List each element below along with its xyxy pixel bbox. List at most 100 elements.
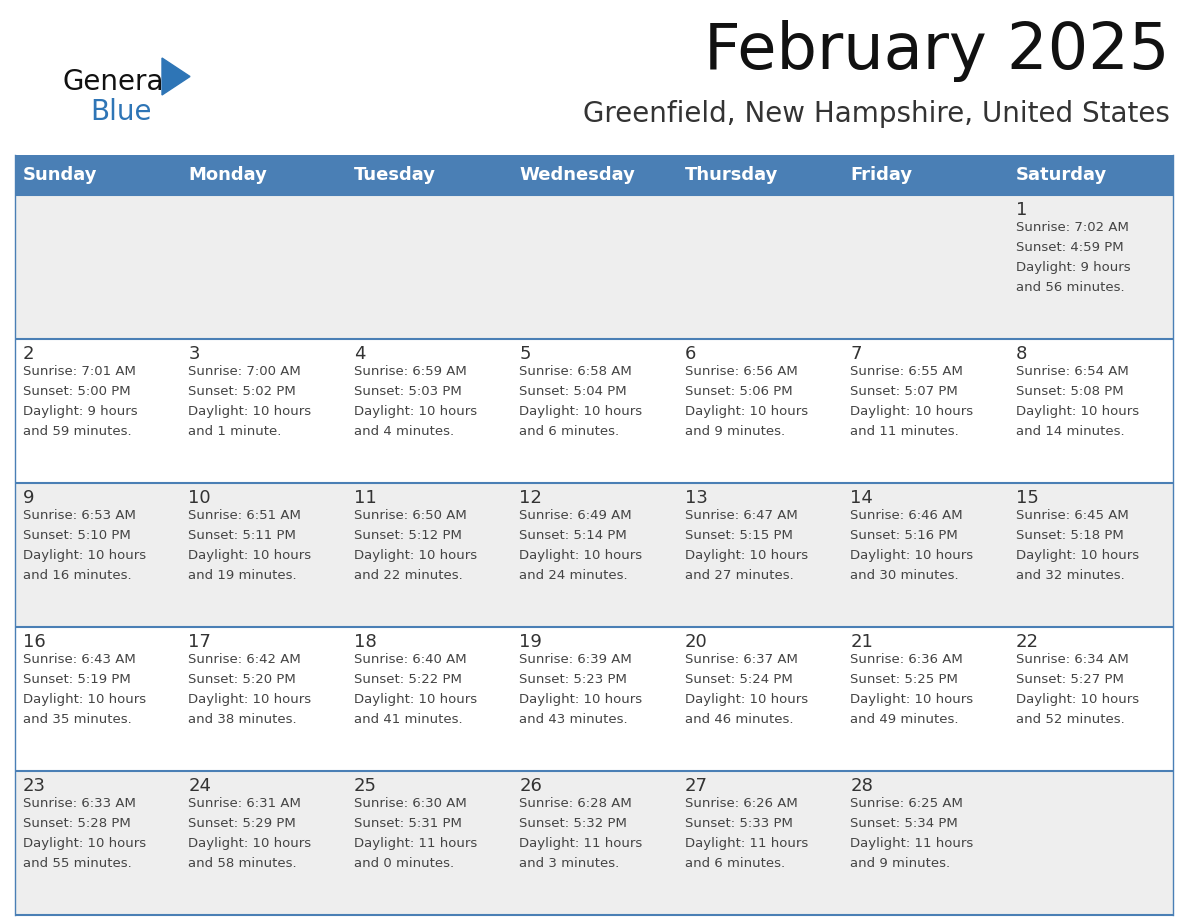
Bar [15,627,181,771]
Bar [1007,339,1173,483]
Text: 4: 4 [354,345,366,363]
Bar [181,155,346,195]
Bar [1007,627,1173,771]
Text: and 52 minutes.: and 52 minutes. [1016,713,1124,726]
Text: Daylight: 10 hours: Daylight: 10 hours [1016,549,1138,562]
Bar [181,627,346,771]
Bar [15,771,181,915]
Text: and 16 minutes.: and 16 minutes. [23,569,132,582]
Text: Sunset: 5:31 PM: Sunset: 5:31 PM [354,817,462,830]
Text: 2: 2 [23,345,34,363]
Text: and 27 minutes.: and 27 minutes. [684,569,794,582]
Text: and 14 minutes.: and 14 minutes. [1016,425,1124,438]
Bar [677,771,842,915]
Text: Daylight: 10 hours: Daylight: 10 hours [189,693,311,706]
Text: and 30 minutes.: and 30 minutes. [851,569,959,582]
Text: 12: 12 [519,489,542,507]
Text: 18: 18 [354,633,377,651]
Bar [677,339,842,483]
Text: 21: 21 [851,633,873,651]
Text: Sunset: 5:00 PM: Sunset: 5:00 PM [23,385,131,398]
Text: Sunset: 5:25 PM: Sunset: 5:25 PM [851,673,958,686]
Text: 23: 23 [23,777,46,795]
Text: Greenfield, New Hampshire, United States: Greenfield, New Hampshire, United States [583,100,1170,128]
Text: and 11 minutes.: and 11 minutes. [851,425,959,438]
Bar [842,483,1007,627]
Text: 13: 13 [684,489,708,507]
Text: Daylight: 10 hours: Daylight: 10 hours [684,693,808,706]
Text: 24: 24 [189,777,211,795]
Bar [346,155,511,195]
Text: 26: 26 [519,777,542,795]
Bar [1007,155,1173,195]
Text: and 24 minutes.: and 24 minutes. [519,569,628,582]
Text: 11: 11 [354,489,377,507]
Text: Sunset: 5:12 PM: Sunset: 5:12 PM [354,529,462,542]
Text: and 43 minutes.: and 43 minutes. [519,713,628,726]
Text: Sunset: 5:18 PM: Sunset: 5:18 PM [1016,529,1124,542]
Text: and 1 minute.: and 1 minute. [189,425,282,438]
Text: Sunrise: 7:00 AM: Sunrise: 7:00 AM [189,365,302,378]
Bar [181,771,346,915]
Text: and 58 minutes.: and 58 minutes. [189,857,297,870]
Bar [1007,771,1173,915]
Text: Sunrise: 6:55 AM: Sunrise: 6:55 AM [851,365,963,378]
Text: Sunrise: 6:54 AM: Sunrise: 6:54 AM [1016,365,1129,378]
Text: Sunset: 5:23 PM: Sunset: 5:23 PM [519,673,627,686]
Text: 10: 10 [189,489,211,507]
Text: Sunrise: 6:53 AM: Sunrise: 6:53 AM [23,509,135,522]
Bar [181,339,346,483]
Bar [346,627,511,771]
Text: Daylight: 11 hours: Daylight: 11 hours [519,837,643,850]
Bar [346,195,511,339]
Text: Daylight: 11 hours: Daylight: 11 hours [354,837,478,850]
Text: and 32 minutes.: and 32 minutes. [1016,569,1124,582]
Text: 16: 16 [23,633,46,651]
Text: and 55 minutes.: and 55 minutes. [23,857,132,870]
Bar [842,771,1007,915]
Text: Daylight: 10 hours: Daylight: 10 hours [23,549,146,562]
Text: Monday: Monday [189,166,267,184]
Text: and 9 minutes.: and 9 minutes. [851,857,950,870]
Bar [511,339,677,483]
Bar [181,195,346,339]
Text: Daylight: 11 hours: Daylight: 11 hours [684,837,808,850]
Text: and 59 minutes.: and 59 minutes. [23,425,132,438]
Text: Sunset: 5:03 PM: Sunset: 5:03 PM [354,385,462,398]
Text: Sunrise: 6:50 AM: Sunrise: 6:50 AM [354,509,467,522]
Polygon shape [162,58,190,95]
Bar [181,483,346,627]
Text: Sunset: 5:04 PM: Sunset: 5:04 PM [519,385,627,398]
Text: 15: 15 [1016,489,1038,507]
Text: Sunrise: 7:01 AM: Sunrise: 7:01 AM [23,365,135,378]
Bar [15,155,181,195]
Bar [677,195,842,339]
Bar [677,483,842,627]
Text: Sunrise: 6:49 AM: Sunrise: 6:49 AM [519,509,632,522]
Text: 7: 7 [851,345,861,363]
Text: and 0 minutes.: and 0 minutes. [354,857,454,870]
Text: and 19 minutes.: and 19 minutes. [189,569,297,582]
Text: Daylight: 10 hours: Daylight: 10 hours [23,693,146,706]
Text: Friday: Friday [851,166,912,184]
Bar [511,195,677,339]
Bar [842,339,1007,483]
Bar [511,155,677,195]
Text: 22: 22 [1016,633,1038,651]
Text: Daylight: 10 hours: Daylight: 10 hours [354,405,478,418]
Text: Sunset: 5:28 PM: Sunset: 5:28 PM [23,817,131,830]
Bar [15,195,181,339]
Text: Sunrise: 6:47 AM: Sunrise: 6:47 AM [684,509,797,522]
Text: Daylight: 10 hours: Daylight: 10 hours [851,405,973,418]
Text: and 46 minutes.: and 46 minutes. [684,713,794,726]
Text: Daylight: 10 hours: Daylight: 10 hours [684,549,808,562]
Text: Sunset: 5:08 PM: Sunset: 5:08 PM [1016,385,1123,398]
Text: Sunset: 4:59 PM: Sunset: 4:59 PM [1016,241,1123,254]
Text: and 9 minutes.: and 9 minutes. [684,425,785,438]
Text: Sunset: 5:19 PM: Sunset: 5:19 PM [23,673,131,686]
Text: Sunrise: 6:28 AM: Sunrise: 6:28 AM [519,797,632,810]
Text: Sunset: 5:10 PM: Sunset: 5:10 PM [23,529,131,542]
Text: Wednesday: Wednesday [519,166,636,184]
Text: February 2025: February 2025 [704,20,1170,82]
Text: Daylight: 11 hours: Daylight: 11 hours [851,837,973,850]
